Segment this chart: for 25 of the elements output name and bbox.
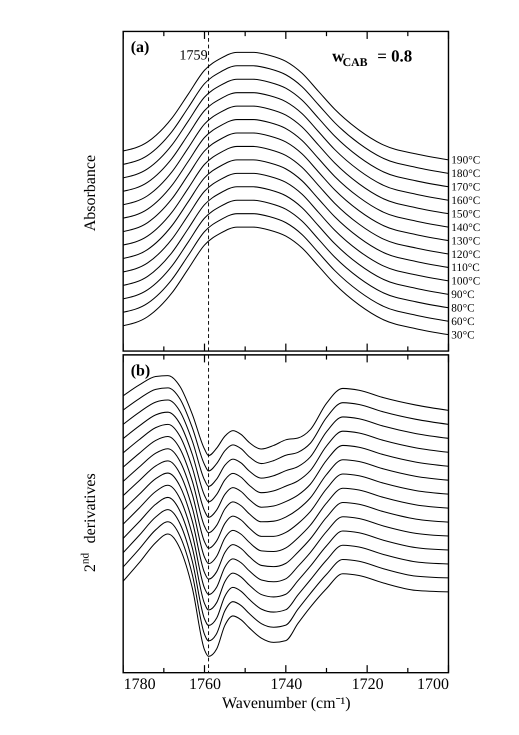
ref-line-label: 1759 xyxy=(179,48,208,64)
series-label: 160°C xyxy=(451,194,480,207)
series-label: 190°C xyxy=(451,154,480,167)
series-label: 180°C xyxy=(451,168,480,180)
x-tick-label: 1780 xyxy=(124,676,156,694)
series-label: 150°C xyxy=(451,208,480,220)
series-label: 120°C xyxy=(451,248,480,261)
series-label: 110°C xyxy=(451,262,480,274)
annotation: (a) xyxy=(130,39,150,56)
x-tick-label: 1760 xyxy=(189,676,221,694)
series-label: 130°C xyxy=(451,235,480,248)
series-label: 100°C xyxy=(451,276,480,288)
y-axis-title: 2nd derivatives xyxy=(80,473,99,572)
x-tick-label: 1740 xyxy=(270,676,302,694)
x-axis-title: Wavenumber (cm⁻¹) xyxy=(222,694,351,712)
series-label: 170°C xyxy=(451,182,480,194)
series-label: 30°C xyxy=(451,329,475,342)
x-tick-label: 1720 xyxy=(352,676,384,694)
series-label: 140°C xyxy=(451,222,480,234)
y-axis-title: Absorbance xyxy=(82,154,99,232)
annotation: (b) xyxy=(130,362,150,380)
series-label: 60°C xyxy=(451,316,475,328)
x-tick-label: 1700 xyxy=(417,676,449,694)
series-label: 80°C xyxy=(451,302,475,315)
series-label: 90°C xyxy=(451,289,475,302)
